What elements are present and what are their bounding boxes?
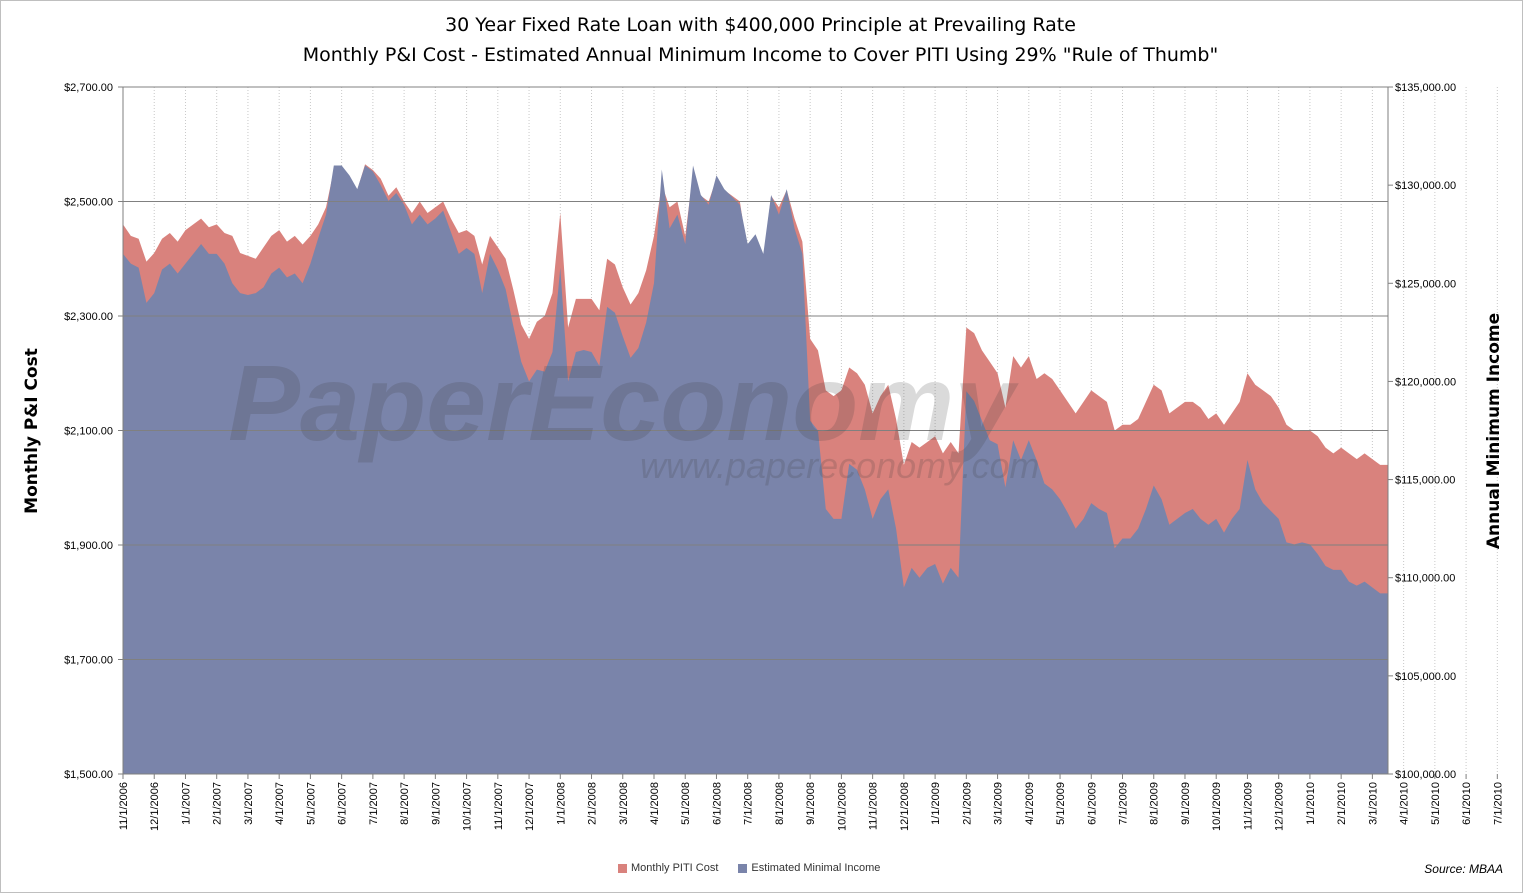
x-tick-label: 11/1/2006 xyxy=(118,782,130,830)
x-tick-label: 5/1/2008 xyxy=(680,782,692,825)
x-tick-label: 8/1/2007 xyxy=(399,782,411,825)
y-axis-label-left: Monthly P&I Cost xyxy=(22,348,42,514)
chart-title-line2: Monthly P&I Cost - Estimated Annual Mini… xyxy=(302,44,1219,66)
y2-tick-label: $125,000.00 xyxy=(1395,278,1456,290)
chart-title-line1: 30 Year Fixed Rate Loan with $400,000 Pr… xyxy=(445,14,1076,36)
x-tick-label: 5/1/2009 xyxy=(1055,782,1067,825)
x-tick-label: 3/1/2008 xyxy=(618,782,630,825)
right-axis-tick-labels: $100,000.00 $105,000.00 $110,000.00 $115,00… xyxy=(1388,82,1456,781)
y-tick-label: $2,700.00 xyxy=(64,82,113,94)
y-tick-label: $2,300.00 xyxy=(64,311,113,323)
watermark: PaperEconomy www.papereconomy.com xyxy=(228,342,1040,486)
x-tick-label: 6/1/2010 xyxy=(1461,782,1473,825)
x-tick-label: 10/1/2009 xyxy=(1211,782,1223,831)
x-tick-label: 12/1/2006 xyxy=(149,782,161,831)
x-tick-label: 9/1/2009 xyxy=(1180,782,1192,825)
x-tick-label: 6/1/2009 xyxy=(1086,782,1098,825)
x-tick-label: 7/1/2008 xyxy=(743,782,755,825)
x-tick-label: 5/1/2007 xyxy=(305,782,317,825)
x-tick-label: 12/1/2009 xyxy=(1274,782,1286,831)
legend-label-income: Estimated Minimal Income xyxy=(751,862,881,874)
x-tick-label: 7/1/2010 xyxy=(1492,782,1504,825)
x-tick-label: 1/1/2007 xyxy=(180,782,192,825)
x-tick-label: 1/1/2008 xyxy=(555,782,567,825)
legend: Monthly PITI Cost Estimated Minimal Inco… xyxy=(618,862,880,874)
y2-tick-label: $135,000.00 xyxy=(1395,82,1456,94)
y2-tick-label: $130,000.00 xyxy=(1395,180,1456,192)
y-tick-label: $2,100.00 xyxy=(64,426,113,438)
left-axis-tick-labels: $1,500.00 $1,700.00 $1,900.00 $2,100.00 $2,3… xyxy=(64,82,123,781)
x-tick-label: 6/1/2008 xyxy=(711,782,723,825)
x-tick-label: 11/1/2009 xyxy=(1242,782,1254,830)
legend-item-income: Estimated Minimal Income xyxy=(738,862,880,874)
x-tick-label: 11/1/2007 xyxy=(493,782,505,830)
x-tick-label: 12/1/2008 xyxy=(899,782,911,831)
source-note: Source: MBAA xyxy=(1424,862,1503,876)
area-series-income xyxy=(123,165,1388,774)
legend-swatch-piti xyxy=(618,863,627,873)
x-tick-label: 1/1/2010 xyxy=(1305,782,1317,825)
x-tick-label: 7/1/2009 xyxy=(1118,782,1130,825)
x-axis-tick-labels: 11/1/2006 12/1/2006 1/1/2007 2/1/2007 3/1/20… xyxy=(118,774,1504,831)
x-tick-label: 4/1/2007 xyxy=(274,782,286,825)
watermark-url: www.papereconomy.com xyxy=(640,445,1040,486)
x-tick-label: 4/1/2010 xyxy=(1399,782,1411,825)
y-tick-label: $1,900.00 xyxy=(64,540,113,552)
x-tick-label: 8/1/2008 xyxy=(774,782,786,825)
x-tick-label: 2/1/2007 xyxy=(212,782,224,825)
x-tick-label: 9/1/2007 xyxy=(430,782,442,825)
x-tick-label: 1/1/2009 xyxy=(930,782,942,825)
x-tick-label: 10/1/2007 xyxy=(462,782,474,831)
y2-tick-label: $110,000.00 xyxy=(1395,573,1455,585)
x-tick-label: 3/1/2007 xyxy=(243,782,255,825)
legend-item-piti: Monthly PITI Cost xyxy=(618,862,718,874)
series-areas xyxy=(123,164,1388,775)
x-tick-label: 8/1/2009 xyxy=(1149,782,1161,825)
x-tick-label: 12/1/2007 xyxy=(524,782,536,831)
x-tick-label: 3/1/2010 xyxy=(1367,782,1379,825)
x-tick-label: 6/1/2007 xyxy=(337,782,349,825)
x-tick-label: 2/1/2009 xyxy=(961,782,973,825)
x-tick-label: 5/1/2010 xyxy=(1430,782,1442,825)
x-tick-label: 4/1/2008 xyxy=(649,782,661,825)
horizontal-gridlines xyxy=(123,86,1388,660)
y2-tick-label: $105,000.00 xyxy=(1395,671,1456,683)
x-tick-label: 9/1/2008 xyxy=(805,782,817,825)
x-tick-label: 2/1/2008 xyxy=(587,782,599,825)
y-tick-label: $2,500.00 xyxy=(64,197,113,209)
legend-swatch-income xyxy=(738,863,748,873)
y2-tick-label: $115,000.00 xyxy=(1395,475,1455,487)
watermark-logo: PaperEconomy xyxy=(228,342,1019,463)
y2-tick-label: $100,000.00 xyxy=(1395,769,1456,781)
x-tick-label: 11/1/2008 xyxy=(868,782,880,830)
y-tick-label: $1,500.00 xyxy=(64,769,113,781)
x-tick-label: 3/1/2009 xyxy=(993,782,1005,825)
y2-tick-label: $120,000.00 xyxy=(1395,376,1456,388)
x-tick-label: 7/1/2007 xyxy=(368,782,380,825)
y-axis-label-right: Annual Minimum Income xyxy=(1484,312,1504,550)
x-tick-label: 10/1/2008 xyxy=(836,782,848,831)
x-tick-label: 4/1/2009 xyxy=(1024,782,1036,825)
x-tick-label: 2/1/2010 xyxy=(1336,782,1348,825)
y-tick-label: $1,700.00 xyxy=(64,655,113,667)
legend-label-piti: Monthly PITI Cost xyxy=(631,862,719,874)
